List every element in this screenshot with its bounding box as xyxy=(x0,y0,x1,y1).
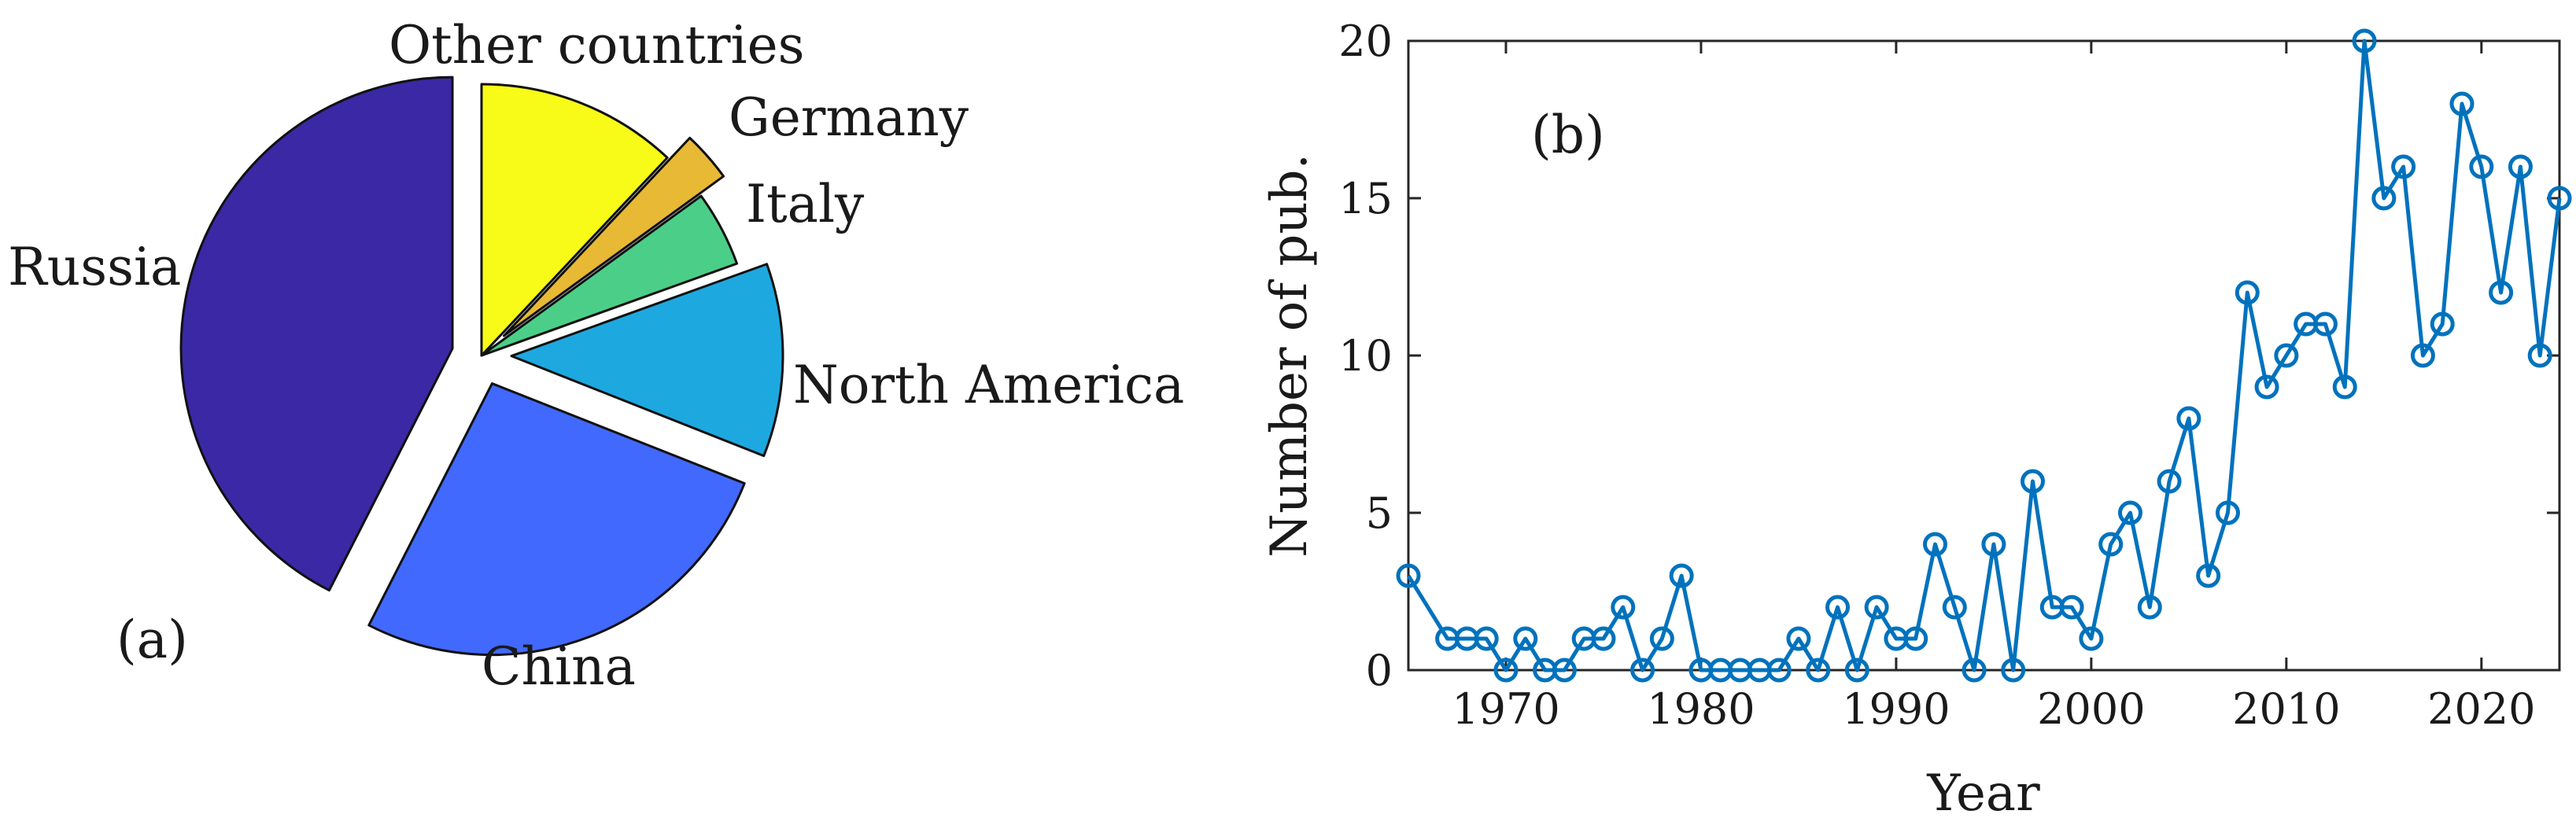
data-point xyxy=(2430,311,2455,337)
data-point xyxy=(1747,658,1772,683)
data-point xyxy=(1884,626,1909,651)
data-point xyxy=(1513,626,1538,651)
data-point xyxy=(1766,658,1792,683)
data-point xyxy=(2489,280,2514,305)
data-point xyxy=(2039,595,2065,620)
series-publications xyxy=(1396,28,2572,683)
data-point xyxy=(2371,186,2397,211)
y-tick-label: 20 xyxy=(1338,17,1393,66)
data-point xyxy=(2235,280,2260,305)
pie-label-china: China xyxy=(482,636,636,697)
pie-labels: Russia China North America Italy Germany… xyxy=(8,15,1184,697)
data-point xyxy=(1864,595,1889,620)
pie-slice-north-america xyxy=(510,263,784,458)
data-point xyxy=(2020,469,2045,494)
pie-chart: Russia China North America Italy Germany… xyxy=(8,15,1184,697)
data-point xyxy=(1396,563,1421,588)
data-point xyxy=(2469,154,2494,179)
data-point xyxy=(2332,374,2357,400)
y-axis-title: Number of pub. xyxy=(1260,153,1319,558)
data-point xyxy=(2312,311,2338,337)
data-point xyxy=(2508,154,2533,179)
data-point xyxy=(1454,626,1479,651)
data-point xyxy=(1474,626,1499,651)
pie-label-north-america: North America xyxy=(793,355,1184,415)
panel-label-a: (a) xyxy=(116,610,188,670)
pie-slice-italy xyxy=(480,194,739,357)
y-tick-label: 0 xyxy=(1366,646,1393,695)
y-tick-label: 10 xyxy=(1338,331,1393,381)
data-point xyxy=(2079,626,2104,651)
pie-slice-germany xyxy=(503,136,725,337)
data-point xyxy=(1571,626,1596,651)
data-point xyxy=(2352,28,2377,53)
pie-slice-russia xyxy=(179,76,454,592)
data-point xyxy=(1649,626,1674,651)
data-point xyxy=(2449,91,2475,116)
data-point xyxy=(2215,500,2240,525)
data-point xyxy=(2547,186,2572,211)
x-tick-label: 1970 xyxy=(1452,684,1559,734)
x-tick-label: 2010 xyxy=(2232,684,2340,734)
pie-slices xyxy=(179,76,784,657)
y-tick-label: 5 xyxy=(1366,488,1393,538)
data-point xyxy=(1630,658,1655,683)
data-point xyxy=(2294,311,2319,337)
data-point xyxy=(2196,563,2221,588)
x-tick-label: 2020 xyxy=(2427,684,2535,734)
x-tick-label: 1980 xyxy=(1647,684,1755,734)
pie-label-russia: Russia xyxy=(8,237,181,297)
data-point xyxy=(1708,658,1733,683)
data-point xyxy=(1942,595,1967,620)
data-point xyxy=(1903,626,1928,651)
data-point xyxy=(2157,469,2182,494)
data-point xyxy=(1981,532,2006,557)
data-point xyxy=(1786,626,1811,651)
x-tick-label: 2000 xyxy=(2037,684,2145,734)
data-point xyxy=(1825,595,1851,620)
data-point xyxy=(2391,154,2416,179)
pie-label-germany: Germany xyxy=(729,87,969,148)
data-point xyxy=(1806,658,1831,683)
data-point xyxy=(1962,658,1987,683)
x-tick-label: 1990 xyxy=(1842,684,1950,734)
data-point xyxy=(2254,374,2279,400)
data-point xyxy=(1435,626,1460,651)
data-point xyxy=(2274,343,2299,368)
x-ticks: 1970 1980 1990 2000 2010 2020 xyxy=(1452,41,2536,734)
data-point xyxy=(2410,343,2435,368)
x-axis-title: Year xyxy=(1926,765,2040,823)
pie-label-italy: Italy xyxy=(746,174,865,234)
data-point xyxy=(1493,658,1519,683)
panel-label-b: (b) xyxy=(1531,105,1605,165)
data-point xyxy=(2059,595,2084,620)
data-point xyxy=(1591,626,1616,651)
pie-label-other-countries: Other countries xyxy=(389,15,805,76)
plot-area xyxy=(1407,39,2561,672)
data-point xyxy=(1923,532,1948,557)
data-point xyxy=(1669,563,1694,588)
pie-slice-other-countries xyxy=(480,83,669,357)
data-point xyxy=(1844,658,1869,683)
data-point xyxy=(2098,532,2124,557)
data-point xyxy=(1611,595,1636,620)
data-point xyxy=(1728,658,1753,683)
data-point xyxy=(1688,658,1714,683)
series-line xyxy=(1406,39,2562,672)
data-point xyxy=(1533,658,1558,683)
data-point xyxy=(2137,595,2162,620)
data-point xyxy=(2527,343,2552,368)
data-point xyxy=(2117,500,2142,525)
line-chart: 1970 1980 1990 2000 2010 2020 0 5 10 15 20 (b) Ye… xyxy=(1260,17,2572,823)
data-point xyxy=(2176,406,2201,431)
data-point xyxy=(2001,658,2026,683)
y-tick-label: 15 xyxy=(1338,174,1393,223)
y-ticks: 0 5 10 15 20 xyxy=(1338,17,2559,695)
data-point xyxy=(1552,658,1577,683)
pie-slice-china xyxy=(367,382,746,657)
